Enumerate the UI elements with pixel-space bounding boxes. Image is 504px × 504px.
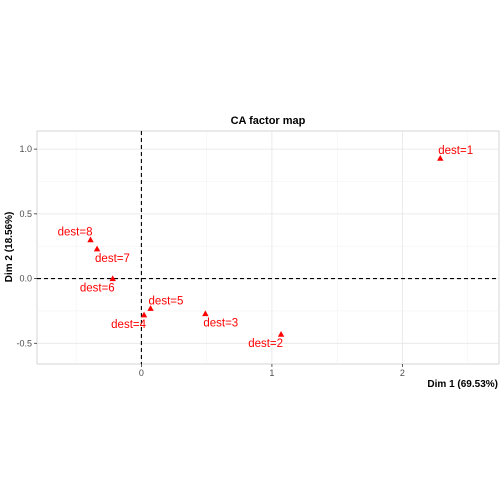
point-marker bbox=[437, 154, 444, 161]
x-axis-title: Dim 1 (69.53%) bbox=[427, 379, 498, 390]
point-marker bbox=[93, 245, 101, 252]
point-marker bbox=[202, 310, 209, 317]
point-label: dest=2 bbox=[248, 338, 283, 350]
plot-panel bbox=[36, 130, 500, 365]
point-marker bbox=[87, 236, 94, 243]
x-tick-label: 1 bbox=[269, 368, 274, 378]
point-label: dest=5 bbox=[149, 295, 184, 307]
point-marker bbox=[140, 311, 148, 318]
point-label: dest=3 bbox=[203, 318, 238, 330]
y-tick-label: -0.5 bbox=[16, 338, 32, 348]
y-tick-label: 0.5 bbox=[19, 209, 32, 219]
y-tick-label: 0.0 bbox=[19, 274, 32, 284]
point-label: dest=7 bbox=[95, 253, 130, 265]
chart-title: CA factor map bbox=[231, 115, 306, 127]
x-tick-label: 2 bbox=[400, 368, 405, 378]
x-tick-label: 0 bbox=[139, 368, 144, 378]
y-axis-title: Dim 2 (18.56%) bbox=[4, 212, 15, 283]
point-marker bbox=[147, 305, 154, 311]
point-label: dest=4 bbox=[111, 319, 146, 331]
point-label: dest=6 bbox=[80, 283, 115, 295]
point-marker bbox=[277, 331, 285, 337]
point-label: dest=1 bbox=[438, 145, 473, 157]
y-tick-label: 1.0 bbox=[19, 144, 32, 154]
ticks: 0 1 2 -0.5 0.0 0.5 1.0 bbox=[16, 144, 404, 378]
point-marker bbox=[109, 275, 116, 282]
point-label: dest=8 bbox=[58, 227, 93, 239]
